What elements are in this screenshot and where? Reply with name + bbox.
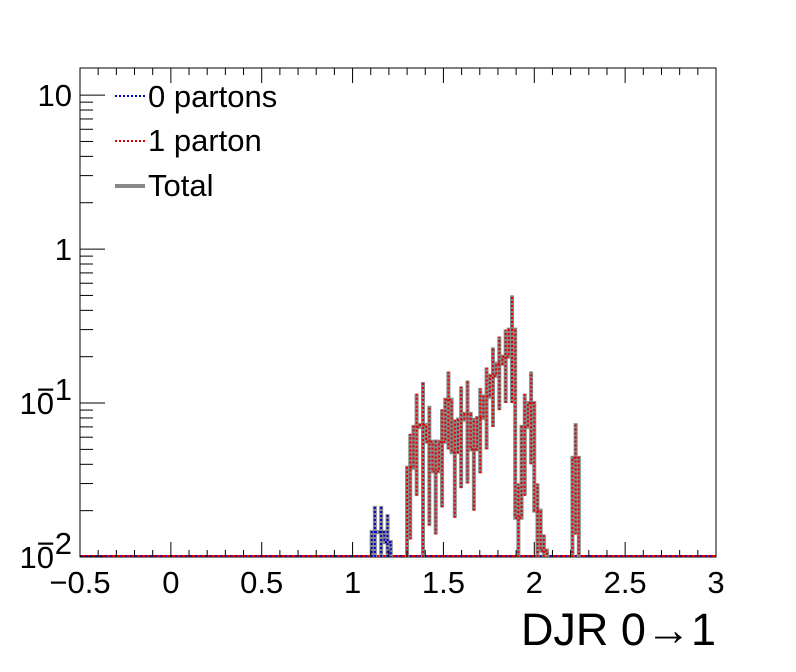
x-tick-label: 0.5 bbox=[240, 565, 283, 600]
y-tick-label: 10 bbox=[20, 386, 54, 421]
y-tick-label: 1 bbox=[55, 232, 72, 267]
histogram-layer bbox=[80, 295, 716, 557]
x-tick-label: 0 bbox=[162, 565, 179, 600]
tick-layer bbox=[79, 68, 717, 558]
x-tick-label: 3 bbox=[707, 565, 724, 600]
x-axis-label: DJR 0→1 bbox=[521, 604, 716, 655]
x-tick-label: 1 bbox=[344, 565, 361, 600]
y-tick-exponent: −1 bbox=[37, 372, 72, 407]
y-tick-label: 10 bbox=[38, 78, 72, 113]
y-tick-label: 10 bbox=[20, 540, 54, 575]
legend-label-1-parton: 1 parton bbox=[148, 123, 262, 158]
x-tick-label: 2.5 bbox=[604, 565, 647, 600]
legend: 0 partons 1 parton Total bbox=[115, 79, 277, 203]
series-0-steps bbox=[370, 531, 392, 557]
legend-label-0-partons: 0 partons bbox=[148, 79, 277, 114]
x-tick-label: 2 bbox=[526, 565, 543, 600]
y-tick-exponent: −2 bbox=[37, 526, 72, 561]
legend-label-total: Total bbox=[148, 168, 213, 203]
x-tick-label: −0.5 bbox=[49, 565, 110, 600]
x-tick-label: 1.5 bbox=[422, 565, 465, 600]
